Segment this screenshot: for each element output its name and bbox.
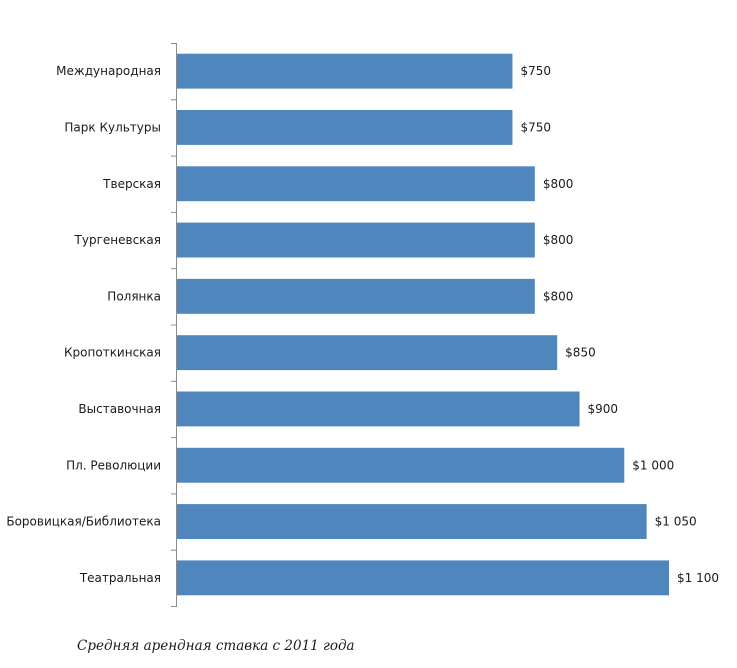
- bar: [177, 447, 625, 483]
- category-label: Парк Культуры: [64, 120, 161, 134]
- category-label: Тургеневская: [74, 233, 161, 247]
- category-label: Международная: [56, 64, 161, 78]
- value-label: $1 100: [677, 571, 719, 585]
- bars-layer: [177, 53, 669, 596]
- value-label: $800: [543, 233, 574, 247]
- category-label: Пл. Революции: [66, 458, 161, 472]
- category-label: Тверская: [102, 177, 161, 191]
- value-label: $800: [543, 289, 574, 303]
- value-label: $1 000: [632, 458, 674, 472]
- value-label: $1 050: [655, 515, 697, 529]
- value-label: $900: [588, 402, 619, 416]
- value-label: $800: [543, 177, 574, 191]
- bar: [177, 53, 513, 89]
- value-label: $750: [520, 120, 551, 134]
- category-labels: Международная Парк Культуры Тверская Турген…: [6, 64, 161, 585]
- value-label: $850: [565, 346, 596, 360]
- chart-caption: Средняя арендная ставка с 2011 года: [77, 638, 355, 654]
- bar: [177, 391, 580, 427]
- category-label: Театральная: [79, 571, 161, 585]
- bar: [177, 166, 535, 202]
- bar: [177, 335, 558, 371]
- category-label: Боровицкая/Библиотека: [6, 515, 161, 529]
- category-label: Кропоткинская: [64, 346, 161, 360]
- bar: [177, 109, 513, 145]
- value-labels: $750 $750 $800 $800 $800 $850 $900 $1 000 $1 050…: [520, 64, 719, 585]
- bar: [177, 278, 535, 314]
- value-label: $750: [520, 64, 551, 78]
- category-label: Выставочная: [78, 402, 161, 416]
- bar: [177, 222, 535, 258]
- bar: [177, 504, 647, 540]
- category-label: Полянка: [107, 289, 161, 303]
- bar: [177, 560, 669, 596]
